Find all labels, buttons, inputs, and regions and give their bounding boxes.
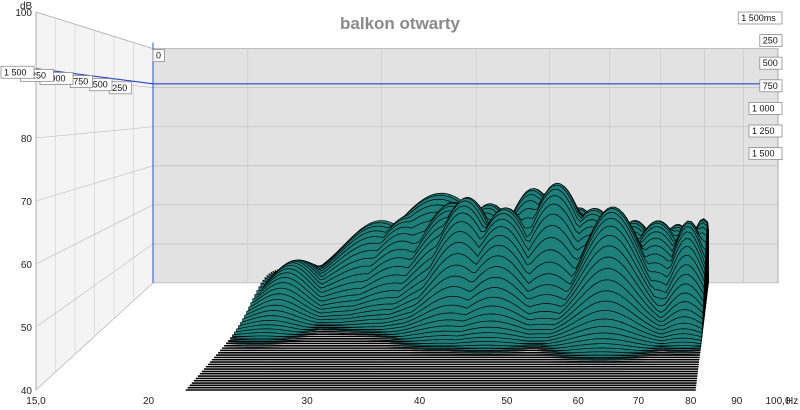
chart-title: balkon otwarty: [340, 14, 461, 33]
z-tick-right: 250: [759, 34, 783, 47]
z-tick-left: 750: [69, 75, 93, 88]
z-tag-box: [759, 56, 783, 70]
z-tag-box: [748, 102, 783, 115]
waterfall-slice: [213, 354, 700, 358]
z-tick-right: 750: [759, 79, 783, 93]
z-tick-left: 0: [152, 49, 165, 62]
z-tick-right: 1 250: [748, 124, 783, 138]
z-tag-box: [737, 11, 783, 25]
y-tick-label: 50: [21, 323, 33, 334]
x-tick-label: 60: [573, 396, 585, 407]
z-tag-text: 1 500: [4, 67, 27, 77]
z-tag-box: [759, 79, 783, 93]
z-tag-box: [759, 34, 783, 47]
z-tag-text: 0: [156, 51, 161, 61]
y-tick-label: 70: [21, 197, 33, 208]
z-tag-text: 1 250: [752, 126, 775, 136]
x-tick-label: 50: [501, 396, 513, 407]
x-tick-label: 30: [302, 396, 314, 407]
reference-level-line: [35, 68, 778, 85]
y-tick-label: 100: [15, 8, 32, 19]
x-tick-label: 90: [731, 396, 743, 407]
waterfall-slice: [209, 360, 700, 363]
x-tick-label: 20: [143, 396, 155, 407]
x-tick-label: 15,0: [26, 396, 46, 407]
z-tick-right: 1 000: [748, 102, 783, 115]
z-tag-text: 750: [73, 77, 88, 87]
z-tag-text: 1 000: [752, 103, 775, 113]
z-tag-text: 250: [763, 36, 778, 46]
x-tick-label: 100,0: [765, 396, 790, 407]
waterfall-slice: [207, 363, 700, 365]
x-axis-unit: Hz: [786, 396, 798, 407]
z-tag-box: [748, 147, 783, 161]
y-tick-label: 60: [21, 260, 33, 271]
z-tag-text: 1 000: [43, 73, 66, 83]
x-axis-labels: 15,0 20 30 40 50 60 70 80 90 100,0: [26, 396, 791, 407]
z-tag-box: [0, 65, 35, 79]
z-tick-left: 500: [89, 78, 113, 92]
z-tick-left: 250: [108, 81, 132, 95]
z-axis-labels-right: 1 500ms 250 500 750 1 000 1 250 1 500: [737, 11, 783, 161]
waterfall-slice: [217, 347, 701, 354]
z-tick-left: 1 500: [0, 65, 35, 79]
x-tick-label: 40: [414, 396, 426, 407]
z-tick-right: 1 500ms: [737, 11, 783, 25]
y-tick-label: 40: [21, 386, 33, 397]
z-tag-text: 500: [763, 58, 778, 68]
chart-data-slices: [185, 182, 709, 391]
y-axis-unit: dB: [20, 1, 33, 12]
waterfall-slice: [211, 357, 700, 361]
z-tag-text: 750: [763, 81, 778, 91]
reference-level-line: [35, 68, 778, 85]
z-tag-text: 1 500ms: [741, 13, 776, 23]
y-tick-label: 80: [21, 134, 33, 145]
x-tick-label: 70: [633, 396, 645, 407]
waterfall-slice: [215, 351, 701, 356]
z-tag-box: [152, 49, 165, 62]
z-tag-text: 500: [93, 80, 108, 90]
x-tick-label: 80: [685, 396, 697, 407]
z-tag-box: [748, 124, 783, 138]
z-tag-text: 1 250: [24, 70, 47, 80]
z-tick-right: 1 500: [748, 147, 783, 161]
z-tag-text: 1 500: [752, 149, 775, 159]
z-tag-text: 250: [112, 83, 127, 93]
z-tick-right: 500: [759, 56, 783, 70]
